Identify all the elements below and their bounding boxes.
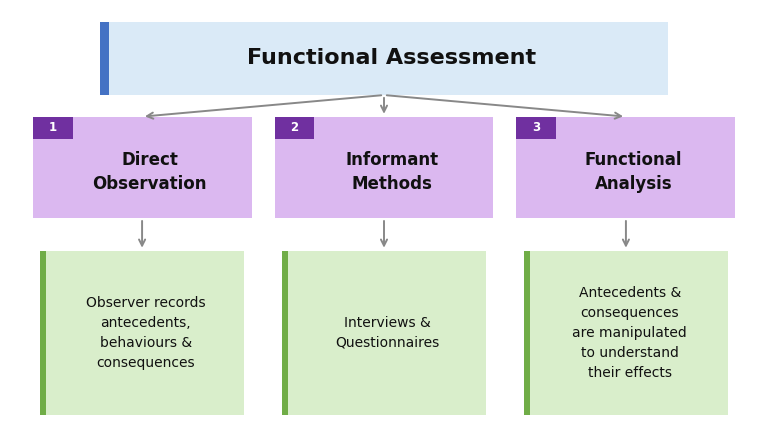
Bar xyxy=(524,251,530,415)
Bar xyxy=(100,22,109,95)
Bar xyxy=(283,251,289,415)
Bar xyxy=(40,251,244,415)
Bar xyxy=(40,251,46,415)
Text: Functional Assessment: Functional Assessment xyxy=(247,48,536,68)
Bar xyxy=(33,117,72,139)
FancyBboxPatch shape xyxy=(100,22,668,95)
Text: 3: 3 xyxy=(532,121,541,134)
Text: Interviews &
Questionnaires: Interviews & Questionnaires xyxy=(336,316,440,349)
Text: Functional
Analysis: Functional Analysis xyxy=(585,151,682,193)
FancyBboxPatch shape xyxy=(516,117,736,218)
Text: Informant
Methods: Informant Methods xyxy=(345,151,439,193)
Text: 1: 1 xyxy=(48,121,57,134)
Bar xyxy=(516,117,556,139)
Text: Antecedents &
consequences
are manipulated
to understand
their effects: Antecedents & consequences are manipulat… xyxy=(572,286,687,380)
Bar xyxy=(275,117,315,139)
Bar xyxy=(524,251,727,415)
Text: Direct
Observation: Direct Observation xyxy=(92,151,207,193)
FancyBboxPatch shape xyxy=(33,117,252,218)
FancyBboxPatch shape xyxy=(275,117,494,218)
Text: 2: 2 xyxy=(290,121,299,134)
Text: Observer records
antecedents,
behaviours &
consequences: Observer records antecedents, behaviours… xyxy=(86,295,206,370)
Bar xyxy=(283,251,486,415)
